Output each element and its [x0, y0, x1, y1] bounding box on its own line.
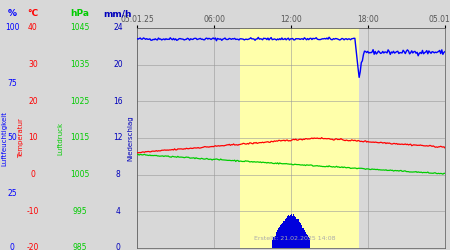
Bar	[300, 223, 301, 248]
Bar	[286, 218, 287, 248]
Text: 30: 30	[28, 60, 38, 69]
Text: 0: 0	[9, 244, 14, 250]
Bar	[293, 214, 294, 248]
Text: 1015: 1015	[70, 134, 90, 142]
Text: -20: -20	[27, 244, 39, 250]
Text: 40: 40	[28, 24, 38, 32]
Text: 25: 25	[7, 188, 17, 198]
Text: Temperatur: Temperatur	[18, 118, 24, 158]
Text: 16: 16	[113, 97, 123, 106]
Text: Luftfeuchtigkeit: Luftfeuchtigkeit	[1, 110, 7, 166]
Text: 20: 20	[113, 60, 123, 69]
Bar	[298, 222, 300, 248]
Bar	[279, 226, 280, 248]
Bar	[273, 236, 274, 248]
Bar	[305, 232, 306, 248]
Text: hPa: hPa	[71, 10, 90, 18]
Bar	[301, 226, 302, 248]
Bar	[287, 216, 288, 248]
Bar	[281, 224, 283, 248]
Bar	[272, 240, 273, 248]
Text: 1025: 1025	[70, 97, 90, 106]
Bar	[295, 218, 297, 248]
Text: Luftdruck: Luftdruck	[57, 122, 63, 154]
Text: 995: 995	[73, 207, 87, 216]
Bar	[304, 230, 305, 248]
Text: °C: °C	[27, 10, 39, 18]
Text: 100: 100	[5, 24, 19, 32]
Bar	[290, 215, 291, 248]
Bar	[306, 234, 307, 248]
Bar	[297, 220, 298, 248]
Bar	[284, 219, 286, 248]
Text: 0: 0	[31, 170, 36, 179]
Bar	[280, 225, 281, 248]
Bar	[276, 232, 277, 248]
Bar	[288, 216, 289, 248]
Bar	[303, 228, 304, 248]
Text: 50: 50	[7, 134, 17, 142]
Text: -10: -10	[27, 207, 39, 216]
Bar	[240, 28, 359, 248]
Text: 4: 4	[116, 207, 121, 216]
Text: %: %	[8, 10, 17, 18]
Bar	[291, 214, 292, 248]
Bar	[294, 216, 295, 248]
Text: 12: 12	[113, 134, 123, 142]
Text: 1005: 1005	[70, 170, 90, 179]
Bar	[289, 216, 290, 248]
Text: 0: 0	[116, 244, 121, 250]
Bar	[278, 228, 279, 248]
Bar	[282, 223, 284, 248]
Bar	[275, 236, 276, 248]
Bar	[296, 218, 297, 248]
Bar	[307, 235, 308, 248]
Text: Erstellt: 21.02.2025 14:08: Erstellt: 21.02.2025 14:08	[254, 236, 336, 241]
Text: 24: 24	[113, 24, 123, 32]
Text: 8: 8	[116, 170, 121, 179]
Bar	[302, 228, 303, 248]
Text: 75: 75	[7, 78, 17, 88]
Text: Niederschlag: Niederschlag	[127, 115, 133, 161]
Text: 1045: 1045	[70, 24, 90, 32]
Text: mm/h: mm/h	[104, 10, 132, 18]
Text: 10: 10	[28, 134, 38, 142]
Text: 20: 20	[28, 97, 38, 106]
Bar	[274, 237, 275, 248]
Bar	[277, 230, 278, 248]
Text: 985: 985	[73, 244, 87, 250]
Bar	[308, 237, 309, 248]
Text: 1035: 1035	[70, 60, 90, 69]
Bar	[309, 238, 310, 248]
Bar	[292, 216, 293, 248]
